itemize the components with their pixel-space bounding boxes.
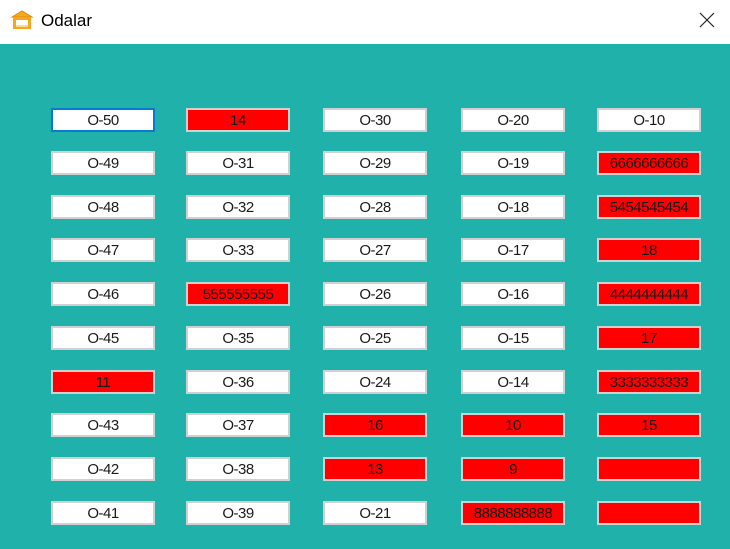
room-button[interactable]: O-49 <box>51 151 155 175</box>
room-button[interactable] <box>597 501 701 525</box>
room-button[interactable]: O-25 <box>323 326 427 350</box>
room-button[interactable]: O-31 <box>186 151 290 175</box>
room-button[interactable]: 16 <box>323 413 427 437</box>
bed-icon <box>10 9 34 31</box>
room-button[interactable]: O-48 <box>51 195 155 219</box>
room-button[interactable]: O-39 <box>186 501 290 525</box>
close-button[interactable] <box>684 0 730 44</box>
room-button[interactable]: O-36 <box>186 370 290 394</box>
room-button[interactable]: O-46 <box>51 282 155 306</box>
room-button[interactable]: O-18 <box>461 195 565 219</box>
rooms-panel: O-50 O-49 O-48 O-47 O-46 O-45 11 O-43 O-42 O-41 14… <box>0 44 730 549</box>
room-button[interactable]: 555555555 <box>186 282 290 306</box>
window-title: Odalar <box>41 11 93 30</box>
room-button[interactable] <box>597 457 701 481</box>
room-button[interactable]: O-28 <box>323 195 427 219</box>
room-button[interactable]: O-35 <box>186 326 290 350</box>
title-bar: Odalar <box>0 0 730 44</box>
room-button[interactable]: 14 <box>186 108 290 132</box>
room-button[interactable]: O-42 <box>51 457 155 481</box>
room-button[interactable]: 17 <box>597 326 701 350</box>
room-button[interactable]: 3333333333 <box>597 370 701 394</box>
room-button[interactable]: O-21 <box>323 501 427 525</box>
close-icon <box>699 12 715 33</box>
room-button[interactable]: O-27 <box>323 238 427 262</box>
room-button[interactable]: O-24 <box>323 370 427 394</box>
room-button[interactable]: O-16 <box>461 282 565 306</box>
room-button[interactable]: 4444444444 <box>597 282 701 306</box>
room-button[interactable]: 9 <box>461 457 565 481</box>
room-button[interactable]: O-37 <box>186 413 290 437</box>
room-button[interactable]: O-10 <box>597 108 701 132</box>
room-button[interactable]: 6666666666 <box>597 151 701 175</box>
room-button[interactable]: 8888888888 <box>461 501 565 525</box>
room-button[interactable]: O-43 <box>51 413 155 437</box>
room-button[interactable]: O-33 <box>186 238 290 262</box>
room-button[interactable]: O-29 <box>323 151 427 175</box>
room-button[interactable]: O-32 <box>186 195 290 219</box>
room-button[interactable]: 18 <box>597 238 701 262</box>
room-button[interactable]: 13 <box>323 457 427 481</box>
room-button[interactable]: O-45 <box>51 326 155 350</box>
room-button[interactable]: 5454545454 <box>597 195 701 219</box>
room-button[interactable]: O-20 <box>461 108 565 132</box>
room-button[interactable]: O-26 <box>323 282 427 306</box>
room-button[interactable]: 10 <box>461 413 565 437</box>
room-button[interactable]: O-47 <box>51 238 155 262</box>
room-button[interactable]: O-50 <box>51 108 155 132</box>
room-button[interactable]: O-14 <box>461 370 565 394</box>
room-button[interactable]: O-41 <box>51 501 155 525</box>
room-button[interactable]: O-17 <box>461 238 565 262</box>
room-button[interactable]: O-30 <box>323 108 427 132</box>
room-button[interactable]: O-38 <box>186 457 290 481</box>
room-button[interactable]: 11 <box>51 370 155 394</box>
room-button[interactable]: 15 <box>597 413 701 437</box>
room-button[interactable]: O-15 <box>461 326 565 350</box>
room-button[interactable]: O-19 <box>461 151 565 175</box>
